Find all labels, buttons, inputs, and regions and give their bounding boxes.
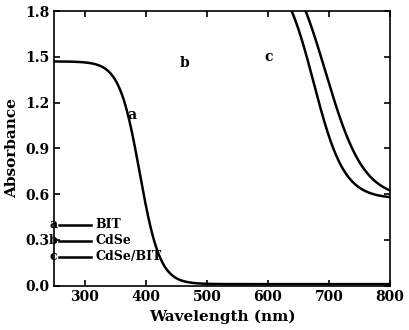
Text: a: a bbox=[49, 218, 57, 231]
Text: CdSe/BIT: CdSe/BIT bbox=[96, 250, 162, 263]
Text: CdSe: CdSe bbox=[96, 234, 131, 247]
X-axis label: Wavelength (nm): Wavelength (nm) bbox=[148, 310, 295, 324]
Text: b: b bbox=[48, 234, 57, 247]
Text: c: c bbox=[264, 50, 273, 64]
Text: c: c bbox=[49, 250, 57, 263]
Y-axis label: Absorbance: Absorbance bbox=[6, 98, 20, 198]
Text: BIT: BIT bbox=[96, 218, 121, 231]
Text: a: a bbox=[127, 108, 136, 122]
Text: b: b bbox=[179, 56, 189, 70]
